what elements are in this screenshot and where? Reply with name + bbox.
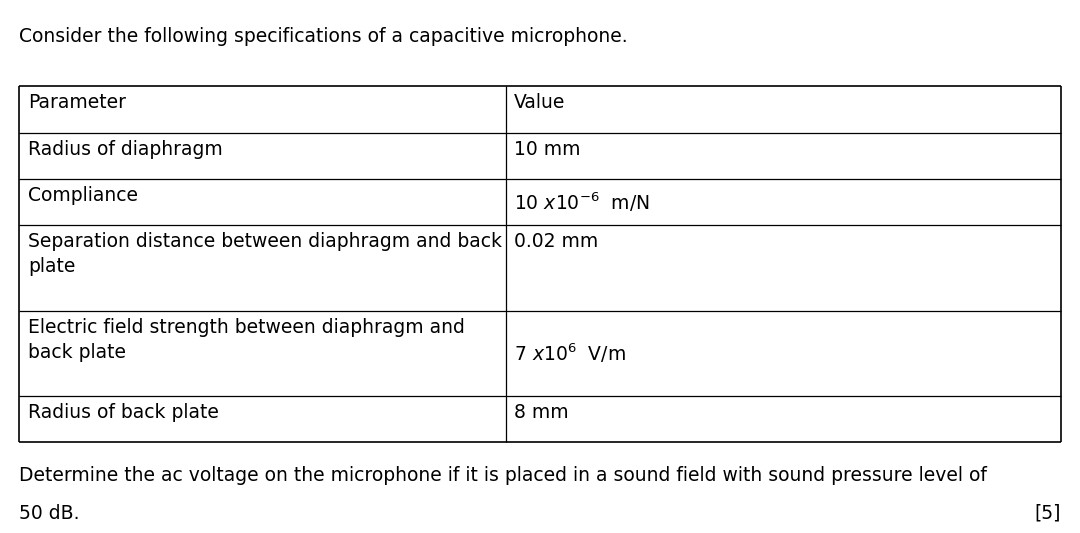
- Text: 0.02 mm: 0.02 mm: [514, 232, 598, 251]
- Text: Consider the following specifications of a capacitive microphone.: Consider the following specifications of…: [19, 27, 629, 46]
- Text: Determine the ac voltage on the microphone if it is placed in a sound field with: Determine the ac voltage on the micropho…: [19, 466, 987, 486]
- Text: Parameter: Parameter: [28, 93, 126, 112]
- Text: [5]: [5]: [1034, 504, 1061, 523]
- Text: Value: Value: [514, 93, 566, 112]
- Text: $10\ \mathit{x}10^{-6}$  m/N: $10\ \mathit{x}10^{-6}$ m/N: [514, 190, 650, 214]
- Text: Compliance: Compliance: [28, 186, 138, 205]
- Text: Radius of back plate: Radius of back plate: [28, 403, 219, 422]
- Text: 8 mm: 8 mm: [514, 403, 569, 422]
- Text: Electric field strength between diaphragm and
back plate: Electric field strength between diaphrag…: [28, 318, 465, 361]
- Text: $7\ \mathit{x}10^{6}$  V/m: $7\ \mathit{x}10^{6}$ V/m: [514, 342, 626, 365]
- Text: Separation distance between diaphragm and back
plate: Separation distance between diaphragm an…: [28, 232, 502, 276]
- Text: 50 dB.: 50 dB.: [19, 504, 80, 523]
- Text: 10 mm: 10 mm: [514, 140, 581, 158]
- Text: Radius of diaphragm: Radius of diaphragm: [28, 140, 222, 158]
